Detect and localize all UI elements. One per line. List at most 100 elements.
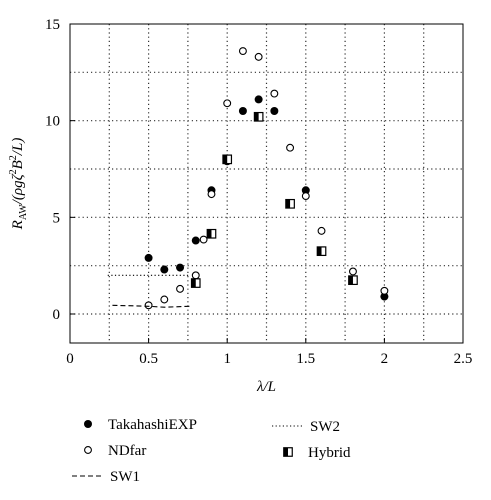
x-tick-label: 0 (66, 351, 74, 367)
marker-half (191, 278, 196, 288)
legend-label-ndfar: NDfar (108, 443, 146, 459)
marker-dot (380, 292, 389, 301)
point-hybrid (348, 275, 358, 286)
legend-marker-takahashiexp (84, 420, 92, 428)
point-hybrid (316, 246, 327, 257)
y-tick-label: 15 (45, 17, 60, 33)
point-takahashiexp (191, 236, 200, 245)
y-tick-label: 10 (45, 114, 60, 130)
point-ndfar (270, 89, 279, 98)
legend: TakahashiEXP SW2 NDfar Hybrid SW1 (72, 417, 351, 485)
point-hybrid (253, 111, 264, 122)
point-ndfar (380, 286, 389, 295)
marker-ring (254, 52, 263, 61)
marker-dot (301, 186, 310, 195)
point-ndfar (286, 143, 295, 152)
plot-series (107, 47, 389, 310)
marker-dot (176, 263, 185, 272)
point-ndfar (301, 192, 310, 201)
point-ndfar (199, 235, 208, 244)
series-ndfar (144, 47, 389, 310)
marker-ring (317, 226, 326, 235)
point-ndfar (160, 295, 169, 304)
point-hybrid (285, 198, 295, 209)
marker-ring (191, 271, 200, 280)
x-tick-label: 0.5 (139, 351, 158, 367)
y-tick-label: 5 (53, 210, 61, 226)
point-ndfar (176, 284, 184, 293)
marker-half (254, 112, 259, 122)
legend-label-takahashiexp: TakahashiEXP (108, 417, 197, 433)
legend-item-sw2: SW2 (272, 419, 340, 435)
marker-dot (160, 265, 169, 274)
legend-item-ndfar: NDfar (84, 443, 146, 459)
series-hybrid (190, 111, 358, 288)
point-takahashiexp (380, 292, 389, 301)
point-takahashiexp (176, 263, 185, 272)
legend-item-sw1: SW1 (72, 469, 140, 485)
point-ndfar (349, 267, 357, 276)
series-line-sw1 (112, 304, 190, 308)
x-tick-label: 2 (381, 351, 389, 367)
marker-dot (84, 420, 92, 428)
marker-dot (191, 236, 200, 245)
marker-ring (199, 235, 208, 244)
marker-ring (238, 47, 247, 56)
series-sw1 (112, 304, 190, 308)
marker-ring (286, 143, 295, 152)
point-takahashiexp (144, 253, 153, 262)
legend-marker-ndfar (84, 446, 92, 454)
marker-half (283, 447, 288, 457)
x-tick-label: 1 (223, 351, 231, 367)
point-ndfar (223, 99, 232, 108)
x-tick-label: 1.5 (296, 351, 315, 367)
legend-marker-hybrid (283, 447, 293, 457)
marker-dot (238, 107, 247, 115)
marker-half (285, 199, 291, 209)
marker-ring (223, 99, 232, 108)
marker-ring (160, 295, 169, 304)
plot-frame (69, 23, 464, 344)
marker-ring (380, 286, 389, 295)
marker-ring (207, 190, 216, 199)
point-ndfar (238, 47, 247, 56)
point-hybrid (190, 278, 201, 288)
point-takahashiexp (254, 95, 263, 104)
marker-half (348, 275, 353, 285)
point-ndfar (207, 190, 216, 199)
marker-dot (254, 95, 263, 104)
marker-half (207, 229, 212, 239)
marker-ring (84, 446, 92, 454)
grid-lines (70, 24, 463, 343)
legend-label-hybrid: Hybrid (308, 445, 351, 461)
point-takahashiexp (301, 186, 310, 195)
marker-ring (270, 89, 279, 98)
axis-ticks: 0 0.5 1 1.5 2 2.5 0 5 10 15 (45, 17, 472, 367)
point-takahashiexp (270, 107, 279, 115)
marker-half (317, 246, 322, 256)
point-takahashiexp (238, 107, 247, 115)
point-hybrid (222, 154, 233, 165)
marker-ring (176, 284, 184, 293)
y-tick-label: 0 (53, 307, 61, 323)
x-tick-label: 2.5 (454, 351, 473, 367)
point-takahashiexp (160, 265, 169, 274)
legend-label-sw2: SW2 (310, 419, 340, 435)
point-hybrid (206, 228, 217, 239)
marker-dot (270, 107, 279, 115)
legend-label-sw1: SW1 (110, 469, 140, 485)
y-axis-label: RAW/(ρgζ2B2/L) (8, 138, 29, 231)
point-ndfar (144, 301, 153, 310)
marker-ring (301, 192, 310, 201)
point-ndfar (191, 271, 200, 280)
x-axis-label: λ/L (256, 379, 276, 395)
marker-dot (144, 253, 153, 262)
point-ndfar (317, 226, 326, 235)
point-ndfar (254, 52, 263, 61)
marker-ring (144, 301, 153, 310)
legend-item-hybrid: Hybrid (283, 445, 351, 461)
legend-item-takahashiexp: TakahashiEXP (84, 417, 197, 433)
marker-ring (349, 267, 357, 276)
marker-half (222, 155, 228, 164)
